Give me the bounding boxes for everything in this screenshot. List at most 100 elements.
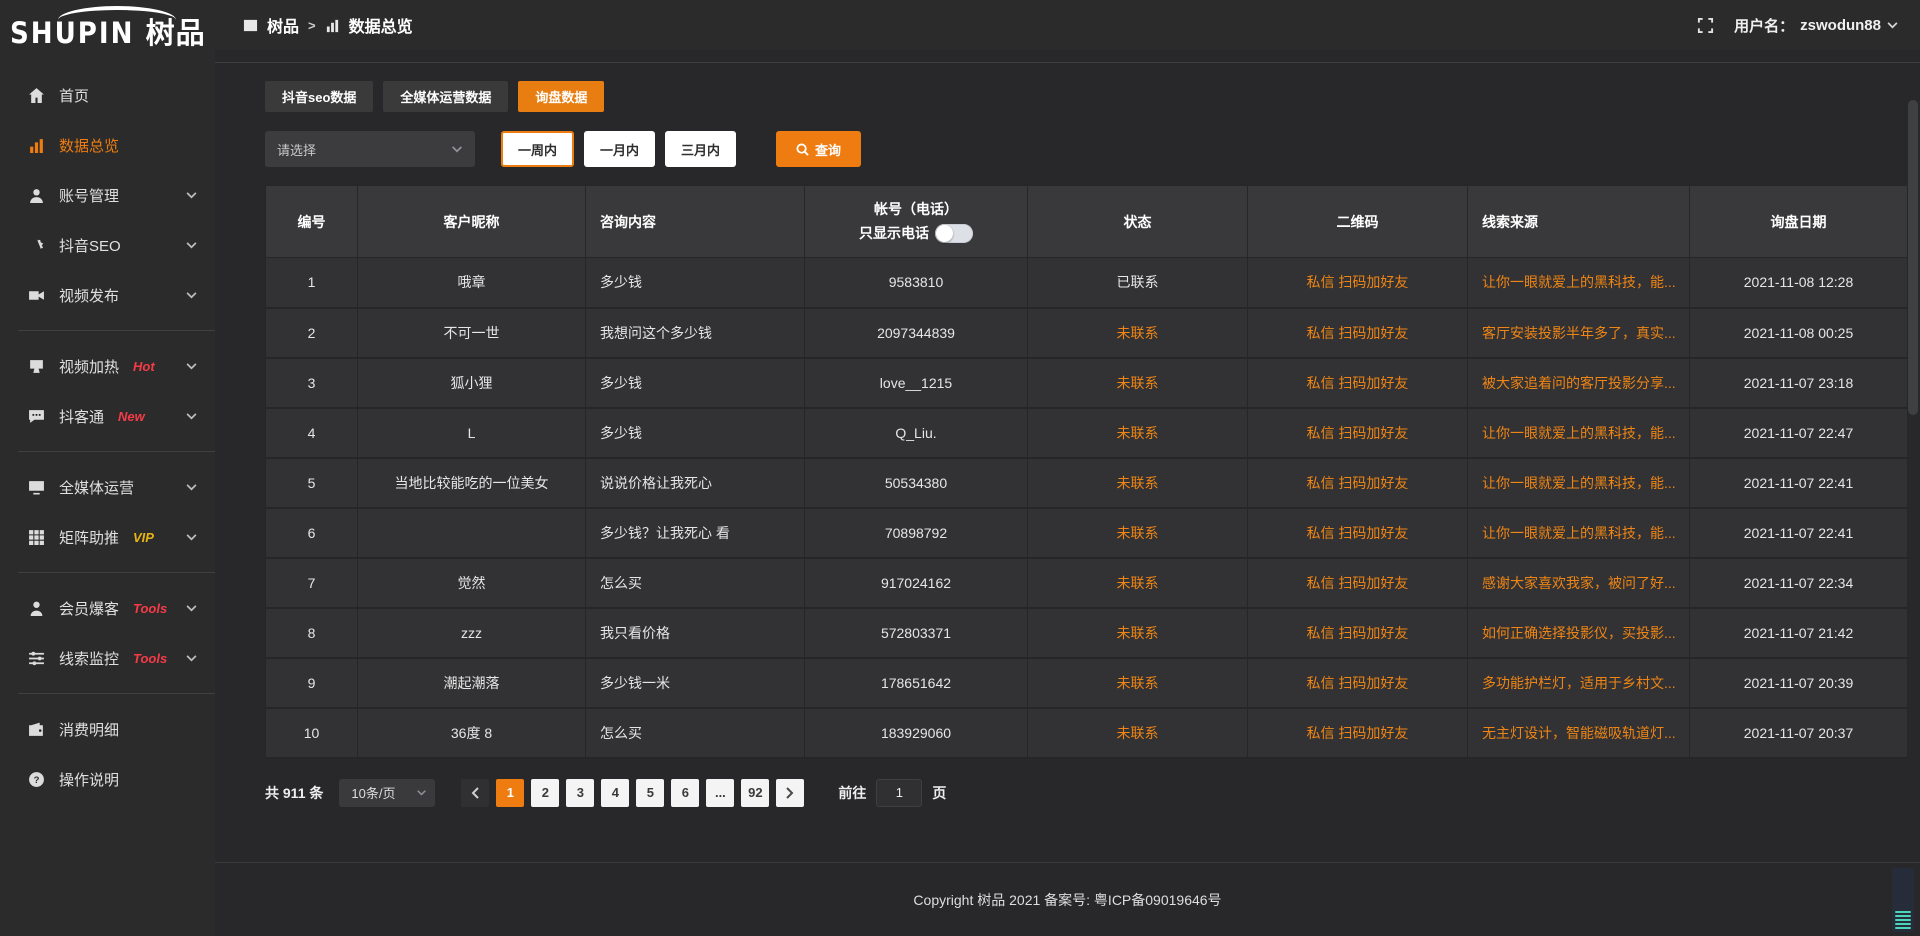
sidebar-item-视频发布[interactable]: 视频发布 xyxy=(0,270,215,320)
sidebar-item-全媒体运营[interactable]: 全媒体运营 xyxy=(0,462,215,512)
user-menu[interactable]: 用户名： zswodun88 xyxy=(1734,15,1898,36)
customer-nickname: 觉然 xyxy=(357,557,586,608)
sidebar-item-操作说明[interactable]: ? 操作说明 xyxy=(0,754,215,804)
range-button-一周内[interactable]: 一周内 xyxy=(501,131,575,167)
inquiry-date: 2021-11-07 20:39 xyxy=(1689,657,1908,708)
sidebar-divider xyxy=(18,693,215,694)
home-icon xyxy=(28,87,45,104)
inquiry-date: 2021-11-07 20:37 xyxy=(1689,707,1908,758)
account-phone: Q_Liu. xyxy=(804,407,1028,458)
sidebar-item-视频加热[interactable]: 视频加热 Hot xyxy=(0,341,215,391)
qr-code-link[interactable]: 私信 扫码加好友 xyxy=(1247,257,1468,308)
goto-page-input[interactable] xyxy=(876,778,923,807)
sidebar-item-badge: New xyxy=(118,408,145,424)
next-page-button[interactable] xyxy=(776,778,805,807)
page-button-2[interactable]: 2 xyxy=(531,778,560,807)
account-select[interactable]: 请选择 xyxy=(265,131,475,167)
sidebar-item-消费明细[interactable]: 消费明细 xyxy=(0,704,215,754)
range-button-一月内[interactable]: 一月内 xyxy=(584,131,656,167)
qr-code-link[interactable]: 私信 扫码加好友 xyxy=(1247,357,1468,408)
sidebar-item-账号管理[interactable]: 账号管理 xyxy=(0,170,215,220)
row-number: 8 xyxy=(265,607,358,658)
sidebar-item-badge: Hot xyxy=(133,358,155,374)
sidebar-item-首页[interactable]: 首页 xyxy=(0,70,215,120)
qr-code-link[interactable]: 私信 扫码加好友 xyxy=(1247,507,1468,558)
tab-全媒体运营数据[interactable]: 全媒体运营数据 xyxy=(383,81,509,112)
chevron-down-icon xyxy=(186,604,197,612)
lead-source-link[interactable]: 让你一眼就爱上的黑科技，能... xyxy=(1467,457,1690,508)
column-header-咨询内容: 咨询内容 xyxy=(585,185,805,258)
tab-询盘数据[interactable]: 询盘数据 xyxy=(518,81,605,112)
inquiry-content: 多少钱 xyxy=(585,407,805,458)
qr-code-link[interactable]: 私信 扫码加好友 xyxy=(1247,657,1468,708)
sidebar-item-抖客通[interactable]: 抖客通 New xyxy=(0,391,215,441)
sidebar-item-矩阵助推[interactable]: 矩阵助推 VIP xyxy=(0,512,215,562)
qr-code-link[interactable]: 私信 扫码加好友 xyxy=(1247,307,1468,358)
lead-source-link[interactable]: 如何正确选择投影仪，买投影... xyxy=(1467,607,1690,658)
lead-source-link[interactable]: 多功能护栏灯，适用于乡村文... xyxy=(1467,657,1690,708)
customer-nickname: 潮起潮落 xyxy=(357,657,586,708)
sidebar-item-label: 线索监控 xyxy=(59,650,120,668)
row-number: 5 xyxy=(265,457,358,508)
qr-code-link[interactable]: 私信 扫码加好友 xyxy=(1247,707,1468,758)
account-phone: 9583810 xyxy=(804,257,1028,308)
goto-label: 前往 xyxy=(838,784,867,801)
customer-nickname: 当地比较能吃的一位美女 xyxy=(357,457,586,508)
page-button-1[interactable]: 1 xyxy=(496,778,525,807)
table-row: 2 不可一世 我想问这个多少钱 2097344839 未联系 私信 扫码加好友 客厅安装投影… xyxy=(265,307,1908,358)
search-button[interactable]: 查询 xyxy=(776,131,862,167)
qr-code-link[interactable]: 私信 扫码加好友 xyxy=(1247,607,1468,658)
sidebar-item-数据总览[interactable]: 数据总览 xyxy=(0,120,215,170)
page-button-5[interactable]: 5 xyxy=(636,778,665,807)
qr-code-link[interactable]: 私信 扫码加好友 xyxy=(1247,557,1468,608)
customer-nickname: 36度 8 xyxy=(357,707,586,758)
sidebar-item-label: 首页 xyxy=(59,87,90,105)
inquiry-table-wrap: 编号 客户昵称 咨询内容 帐号（电话） 只显示电话 状态 二维码 线索来源 询盘日期 1 哦章 多少… xyxy=(265,185,1908,759)
table-row: 7 觉然 怎么买 917024162 未联系 私信 扫码加好友 感谢大家喜欢我家，被问了好.… xyxy=(265,557,1908,608)
page-button-3[interactable]: 3 xyxy=(566,778,595,807)
monitor-icon xyxy=(28,479,45,496)
status-text: 未联系 xyxy=(1027,457,1248,508)
app-logo: SHUPIN 树品 xyxy=(0,0,215,58)
lead-source-link[interactable]: 客厅安装投影半年多了，真实... xyxy=(1467,307,1690,358)
page-button-4[interactable]: 4 xyxy=(601,778,630,807)
status-text: 未联系 xyxy=(1027,657,1248,708)
bar-chart-icon xyxy=(28,137,45,154)
lead-source-link[interactable]: 感谢大家喜欢我家，被问了好... xyxy=(1467,557,1690,608)
lead-source-link[interactable]: 让你一眼就爱上的黑科技，能... xyxy=(1467,407,1690,458)
corner-widget xyxy=(1892,868,1914,932)
phone-only-toggle[interactable] xyxy=(935,223,973,243)
sidebar-item-会员爆客[interactable]: 会员爆客 Tools xyxy=(0,583,215,633)
inquiry-date: 2021-11-07 23:18 xyxy=(1689,357,1908,408)
table-row: 9 潮起潮落 多少钱一米 178651642 未联系 私信 扫码加好友 多功能护栏灯，适用于… xyxy=(265,657,1908,708)
range-button-三月内[interactable]: 三月内 xyxy=(665,131,737,167)
lead-source-link[interactable]: 被大家追着问的客厅投影分享... xyxy=(1467,357,1690,408)
lead-source-link[interactable]: 让你一眼就爱上的黑科技，能... xyxy=(1467,257,1690,308)
lead-source-link[interactable]: 让你一眼就爱上的黑科技，能... xyxy=(1467,507,1690,558)
breadcrumb-item-home[interactable]: 树品 xyxy=(267,19,300,36)
qr-code-link[interactable]: 私信 扫码加好友 xyxy=(1247,407,1468,458)
sidebar-item-抖音SEO[interactable]: 抖音SEO xyxy=(0,220,215,270)
row-number: 10 xyxy=(265,707,358,758)
tab-抖音seo数据[interactable]: 抖音seo数据 xyxy=(265,81,374,112)
sidebar-item-线索监控[interactable]: 线索监控 Tools xyxy=(0,633,215,683)
prev-page-button[interactable] xyxy=(461,778,490,807)
more-pages-button[interactable]: ... xyxy=(706,778,735,807)
breadcrumb-item-current: 数据总览 xyxy=(348,19,413,36)
page-unit-label: 页 xyxy=(932,784,947,801)
inquiry-content: 多少钱 xyxy=(585,257,805,308)
main-content: 抖音seo数据 全媒体运营数据 询盘数据 请选择 一周内 一月内 三月内 查询 编号 客户… xyxy=(215,50,1920,936)
page-size-select[interactable]: 10条/页 xyxy=(339,778,436,807)
fullscreen-icon[interactable] xyxy=(1697,17,1714,34)
logo-arc-decoration xyxy=(58,6,176,20)
logo-brand-cn: 树品 xyxy=(145,16,206,50)
inquiry-table: 编号 客户昵称 咨询内容 帐号（电话） 只显示电话 状态 二维码 线索来源 询盘日期 1 哦章 多少… xyxy=(265,185,1908,759)
page-button-6[interactable]: 6 xyxy=(671,778,700,807)
sidebar-item-label: 视频加热 xyxy=(59,358,120,376)
page-button-92[interactable]: 92 xyxy=(741,778,770,807)
vertical-scrollbar-thumb[interactable] xyxy=(1908,100,1918,415)
lead-source-link[interactable]: 无主灯设计，智能磁吸轨道灯... xyxy=(1467,707,1690,758)
qr-code-link[interactable]: 私信 扫码加好友 xyxy=(1247,457,1468,508)
sidebar-item-label: 账号管理 xyxy=(59,187,120,205)
